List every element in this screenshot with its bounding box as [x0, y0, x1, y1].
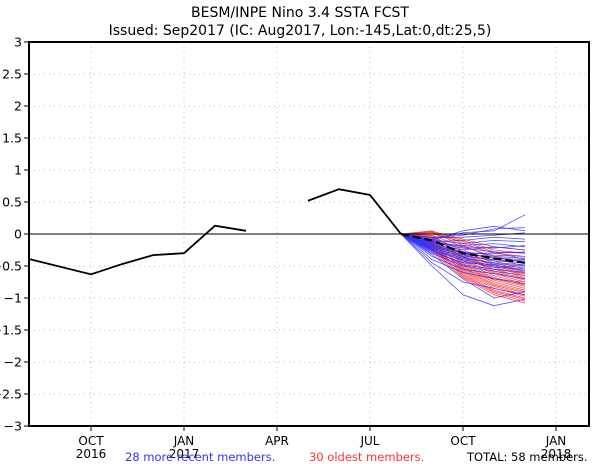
chart-subtitle: Issued: Sep2017 (IC: Aug2017, Lon:-145,L… — [109, 23, 492, 39]
y-tick-label: 3 — [14, 35, 22, 50]
plot-frame — [28, 41, 590, 427]
y-axis-ticks: −3 −2.5 −2 −1.5 −1 −0.5 0 0.5 1 1.5 2 2.5 3 — [0, 35, 29, 434]
y-tick-label: 1 — [14, 163, 22, 178]
observed-segment — [28, 224, 247, 276]
recent-member-line — [400, 233, 526, 254]
recent-member-line — [400, 233, 526, 270]
recent-member-line — [400, 233, 526, 245]
recent-member-line — [400, 233, 526, 248]
legend-oldest-members: 30 oldest members. — [309, 450, 424, 464]
y-tick-label: 1.5 — [2, 131, 22, 146]
ensemble-mean-polyline — [400, 232, 526, 264]
x-tick-label: JUL — [359, 434, 379, 448]
y-tick-label: −3 — [4, 419, 22, 434]
recent-member-line — [400, 233, 526, 249]
recent-member-line — [400, 233, 526, 257]
recent-member-line — [400, 233, 526, 272]
x-tick-year-label: 2016 — [76, 447, 107, 461]
y-tick-label: −1.5 — [0, 323, 22, 338]
y-tick-label: 0 — [14, 227, 22, 242]
recent-member-line — [400, 233, 526, 267]
recent-member-line — [400, 233, 526, 285]
grid — [29, 42, 589, 426]
y-tick-label: −1 — [4, 291, 22, 306]
observed-segment — [307, 188, 402, 235]
recent-member-line — [400, 233, 526, 264]
recent-members-lines — [400, 214, 526, 307]
y-tick-label: 0.5 — [2, 195, 22, 210]
recent-member-line — [400, 233, 526, 299]
x-tick-label: JAN — [545, 434, 567, 448]
recent-member-line — [400, 233, 526, 243]
x-tick-year-label: 2017 — [169, 447, 200, 461]
chart-title: BESM/INPE Nino 3.4 SSTA FCST — [191, 5, 409, 21]
x-tick-label: OCT — [450, 434, 476, 448]
recent-member-line — [400, 225, 526, 241]
recent-member-line — [400, 233, 526, 280]
x-tick-label: JAN — [173, 434, 195, 448]
y-tick-label: −2.5 — [0, 387, 22, 402]
recent-member-line — [400, 233, 526, 296]
recent-member-line — [400, 233, 526, 307]
recent-member-line — [400, 214, 526, 240]
x-tick-year-label: 2018 — [541, 447, 572, 461]
y-tick-label: −0.5 — [0, 259, 22, 274]
x-tick-label: APR — [265, 434, 289, 448]
recent-member-line — [400, 233, 526, 276]
recent-member-line — [400, 233, 526, 273]
x-tick-label: OCT — [78, 434, 104, 448]
y-tick-label: 2 — [14, 99, 22, 114]
ensemble-mean-line — [400, 232, 526, 264]
legend-total-members: TOTAL: 58 members. — [466, 450, 588, 464]
y-tick-label: −2 — [4, 355, 22, 370]
observed-line — [28, 188, 402, 276]
recent-member-line — [400, 233, 526, 251]
y-tick-label: 2.5 — [2, 67, 22, 82]
recent-member-line — [400, 227, 526, 238]
legend-recent-members: 28 more recent members. — [125, 450, 275, 464]
